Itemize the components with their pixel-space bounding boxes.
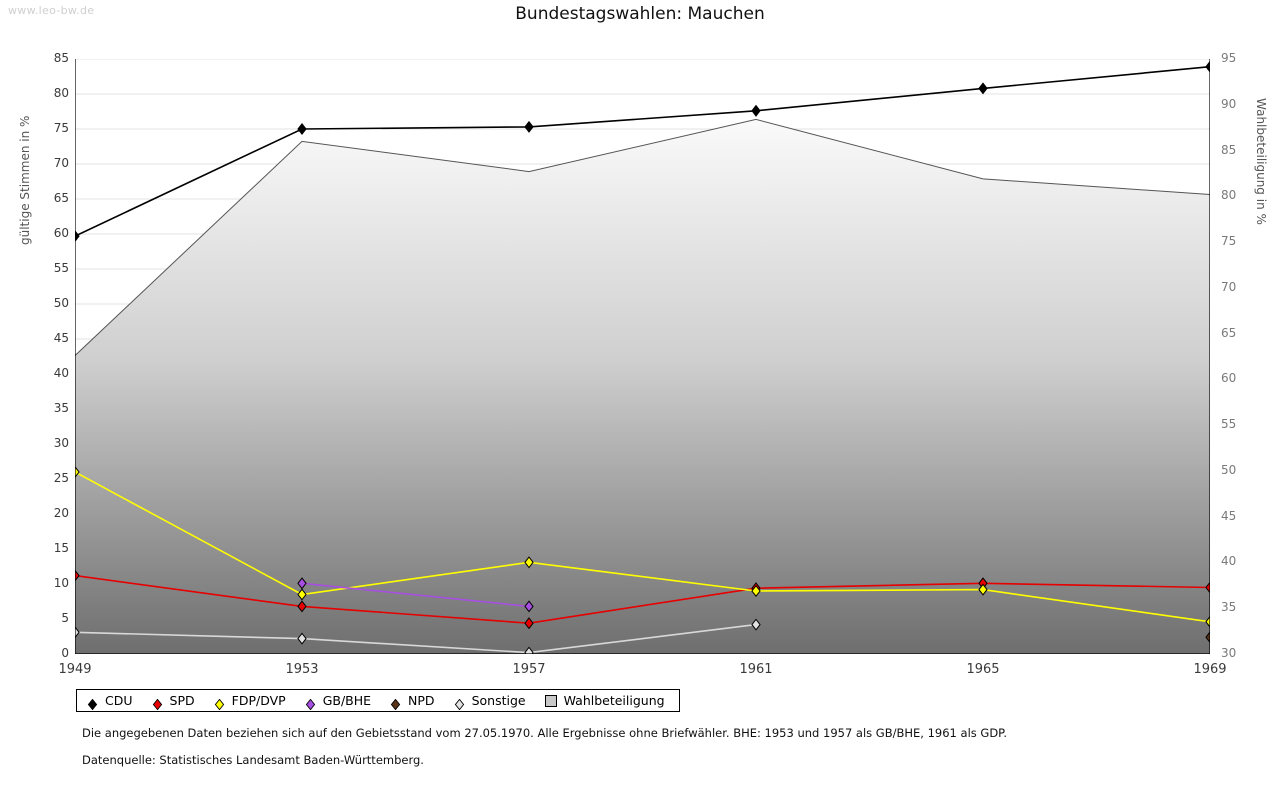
area-outline-wahlbeteiligung [75, 118, 1210, 356]
left-axis-title: gültige Stimmen in % [18, 115, 32, 245]
x-axis-tick-label: 1965 [966, 662, 1000, 677]
left-axis-tick-label: 45 [53, 331, 69, 345]
marker-fdp-dvp [978, 583, 988, 596]
left-axis-tick-label: 70 [53, 156, 69, 170]
legend-item-npd[interactable]: NPD [390, 693, 435, 711]
chart-svg [75, 59, 1210, 654]
marker-spd [524, 617, 534, 630]
marker-fdp-dvp [75, 465, 80, 479]
marker-cdu [978, 82, 988, 95]
left-axis-tick-label: 80 [53, 86, 69, 100]
marker-sonstige [75, 626, 80, 639]
marker-sonstige [524, 646, 534, 654]
legend-item-sonstige[interactable]: Sonstige [454, 693, 526, 711]
x-axis-tick-label: 1949 [58, 662, 92, 677]
legend-marker-diamond-icon [214, 695, 225, 711]
marker-spd [297, 600, 307, 613]
marker-fdp-dvp [1205, 615, 1210, 628]
site-watermark: www.leo-bw.de [8, 4, 95, 17]
line-fdp-dvp [75, 471, 1210, 623]
line-spd [75, 574, 1210, 625]
legend-label: Wahlbeteiligung [563, 693, 665, 708]
left-axis-tick-label: 60 [53, 226, 69, 240]
marker-fdp-dvp [524, 556, 534, 569]
legend-marker-diamond-icon [454, 695, 465, 711]
legend-item-wahlbeteiligung[interactable]: Wahlbeteiligung [544, 693, 665, 708]
legend-label: SPD [169, 693, 195, 708]
marker-cdu [297, 122, 307, 136]
right-axis-tick-label: 55 [1221, 417, 1237, 432]
x-axis-tick-label: 1953 [285, 662, 319, 677]
right-axis-tick-label: 95 [1221, 51, 1237, 65]
marker-spd [1205, 581, 1210, 594]
right-axis-tick-label: 80 [1221, 188, 1237, 203]
legend-marker-diamond-icon [152, 695, 163, 711]
page-title: Bundestagswahlen: Mauchen [515, 4, 765, 24]
x-axis-tick-label: 1961 [739, 662, 773, 677]
left-axis-tick-label: 75 [53, 121, 69, 135]
line-cdu [75, 65, 1210, 237]
right-axis-tick-label: 70 [1221, 279, 1237, 294]
legend-label: FDP/DVP [231, 693, 286, 708]
right-axis-tick-label: 65 [1221, 325, 1237, 340]
area-wahlbeteiligung [75, 119, 1210, 654]
left-axis-tick-label: 5 [61, 611, 69, 625]
legend-label: Sonstige [471, 693, 526, 708]
left-axis-tick-label: 20 [53, 506, 69, 520]
right-axis-title: Wahlbeteiligung in % [1254, 98, 1268, 225]
right-axis-tick-label: 75 [1221, 234, 1237, 249]
marker-spd [75, 569, 80, 582]
legend-marker-square-icon [544, 694, 557, 707]
legend-marker-diamond-icon [390, 695, 401, 711]
left-axis-tick-label: 55 [53, 261, 69, 275]
line-gb-bhe [301, 582, 530, 608]
legend-label: NPD [408, 693, 435, 708]
chart-legend: CDU SPD FDP/DVP GB/BHE NPD Sonstige Wahlbeteil… [76, 689, 680, 712]
left-axis-tick-label: 35 [53, 401, 69, 415]
marker-cdu [75, 230, 80, 243]
legend-marker-diamond-icon [305, 695, 316, 711]
footnote-datenquelle: Datenquelle: Statistisches Landesamt Bad… [82, 753, 424, 767]
chart-plot-area: 0 5 10 15 20 25 30 35 40 45 50 55 60 65 70 75 80 85 30 35 40… [54, 51, 1237, 677]
right-axis-tick-label: 60 [1221, 371, 1237, 386]
line-sonstige [75, 623, 757, 654]
left-axis-tick-label: 85 [53, 51, 69, 65]
marker-fdp-dvp [751, 584, 761, 598]
marker-fdp-dvp [297, 588, 307, 601]
marker-gb-bhe [524, 600, 534, 613]
marker-cdu [524, 120, 534, 133]
legend-item-fdp-dvp[interactable]: FDP/DVP [214, 693, 286, 711]
marker-sonstige [297, 632, 307, 645]
left-axis-tick-label: 15 [53, 541, 69, 555]
left-axis-tick-label: 50 [53, 296, 69, 310]
left-axis-tick-label: 10 [53, 576, 69, 590]
right-axis-tick-label: 50 [1221, 462, 1237, 477]
marker-gb-bhe [297, 577, 307, 590]
left-axis-tick-label: 40 [53, 366, 69, 380]
left-axis-tick-label: 0 [61, 646, 69, 660]
legend-item-gb-bhe[interactable]: GB/BHE [305, 693, 372, 711]
right-axis-tick-label: 40 [1221, 554, 1237, 569]
footnote-gebietsstand: Die angegebenen Daten beziehen sich auf … [82, 726, 1007, 740]
right-axis-tick-label: 90 [1221, 96, 1237, 111]
legend-marker-diamond-icon [87, 695, 98, 711]
left-axis-tick-label: 30 [53, 436, 69, 450]
marker-npd [1205, 631, 1210, 644]
left-axis-tick-label: 65 [53, 191, 69, 205]
x-axis-tick-label: 1957 [512, 662, 546, 677]
right-axis-tick-label: 85 [1221, 142, 1237, 157]
right-axis-tick-label: 45 [1221, 508, 1237, 523]
marker-sonstige [751, 618, 761, 631]
legend-label: CDU [105, 693, 133, 708]
marker-cdu [751, 104, 761, 117]
x-axis-tick-label: 1969 [1193, 662, 1227, 677]
right-axis-tick-label: 35 [1221, 600, 1237, 615]
legend-item-spd[interactable]: SPD [152, 693, 195, 711]
left-axis-tick-label: 25 [53, 471, 69, 485]
right-axis-tick-label: 30 [1221, 646, 1237, 660]
marker-cdu [1205, 60, 1210, 73]
legend-item-cdu[interactable]: CDU [87, 693, 133, 711]
legend-label: GB/BHE [322, 693, 372, 708]
